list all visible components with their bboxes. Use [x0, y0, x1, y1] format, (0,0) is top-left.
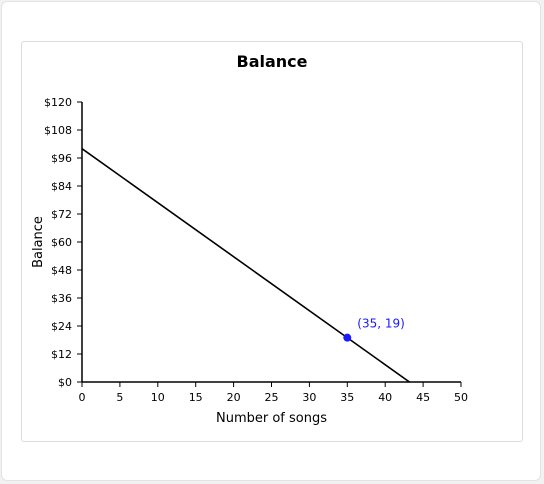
x-tick-label: 15 [189, 391, 203, 404]
balance-line [81, 148, 410, 383]
x-tick-label: 5 [116, 391, 123, 404]
x-tick-label: 25 [265, 391, 279, 404]
y-tick-label: $72 [51, 208, 72, 221]
chart-title: Balance [237, 52, 308, 71]
x-tick-label: 0 [79, 391, 86, 404]
x-tick-label: 30 [302, 391, 316, 404]
x-tick-label: 40 [378, 391, 392, 404]
y-axis-label: Balance [31, 216, 46, 268]
y-tick-label: $108 [44, 124, 72, 137]
y-tick-label: $36 [51, 292, 72, 305]
y-tick-label: $84 [51, 180, 72, 193]
x-tick-label: 10 [151, 391, 165, 404]
x-tick-label: 20 [227, 391, 241, 404]
y-tick-label: $60 [51, 236, 72, 249]
x-axis-label: Number of songs [216, 411, 327, 426]
y-tick-label: $120 [44, 96, 72, 109]
x-tick-label: 50 [454, 391, 468, 404]
x-tick-label: 45 [416, 391, 430, 404]
y-tick-label: $12 [51, 348, 72, 361]
chart-card [21, 41, 523, 442]
y-tick-label: $96 [51, 152, 72, 165]
highlight-point-label: (35, 19) [357, 317, 405, 331]
highlight-point[interactable] [343, 333, 352, 342]
y-tick-label: $24 [51, 320, 72, 333]
y-tick-label: $48 [51, 264, 72, 277]
y-axis-ticks: $0 $12 $24 $36 $48 $60 $72 $84 $96 $108 $120 [44, 96, 82, 389]
x-tick-label: 35 [340, 391, 354, 404]
y-tick-label: $0 [58, 376, 72, 389]
x-axis-ticks: 0 5 10 15 20 25 30 35 40 45 50 [79, 382, 468, 404]
